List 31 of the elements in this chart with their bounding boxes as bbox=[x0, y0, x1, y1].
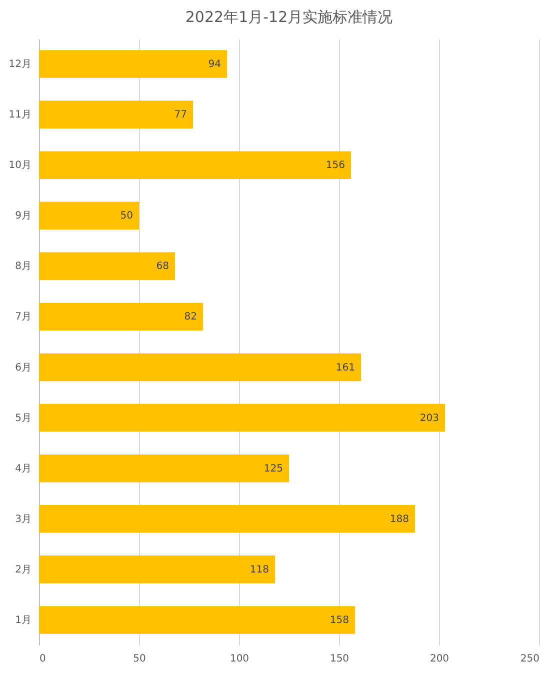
y-tick-label: 8月 bbox=[15, 261, 32, 272]
y-tick-label: 6月 bbox=[15, 362, 32, 374]
data-label: 125 bbox=[264, 463, 283, 474]
data-label: 156 bbox=[326, 160, 345, 172]
y-tick-label: 11月 bbox=[8, 110, 32, 121]
data-label: 118 bbox=[250, 564, 269, 576]
chart-title: 2022年1月-12月实施标准情况 bbox=[185, 8, 393, 26]
y-tick-label: 4月 bbox=[15, 463, 32, 474]
y-tick-label: 10月 bbox=[8, 160, 32, 172]
y-tick-label: 3月 bbox=[15, 514, 32, 525]
data-label: 94 bbox=[208, 59, 221, 70]
y-tick-label: 7月 bbox=[15, 312, 32, 323]
x-tick-label: 200 bbox=[430, 654, 450, 664]
x-tick-label: 0 bbox=[40, 654, 46, 664]
data-label: 158 bbox=[330, 614, 349, 626]
y-tick-label: 2月 bbox=[15, 564, 32, 576]
data-label: 50 bbox=[120, 210, 133, 222]
y-tick-label: 1月 bbox=[15, 614, 32, 626]
data-label: 188 bbox=[390, 514, 409, 525]
y-tick-label: 5月 bbox=[15, 412, 32, 424]
data-label: 82 bbox=[184, 312, 197, 323]
data-label: 161 bbox=[336, 362, 355, 374]
data-label: 68 bbox=[156, 261, 169, 272]
data-label: 203 bbox=[420, 412, 439, 424]
x-tick-label: 50 bbox=[133, 654, 146, 664]
data-label: 77 bbox=[174, 110, 187, 121]
y-tick-label: 12月 bbox=[8, 59, 32, 70]
x-tick-label: 250 bbox=[520, 654, 540, 664]
y-tick-label: 9月 bbox=[15, 210, 32, 222]
x-tick-label: 100 bbox=[230, 654, 250, 664]
x-tick-label: 150 bbox=[330, 654, 350, 664]
